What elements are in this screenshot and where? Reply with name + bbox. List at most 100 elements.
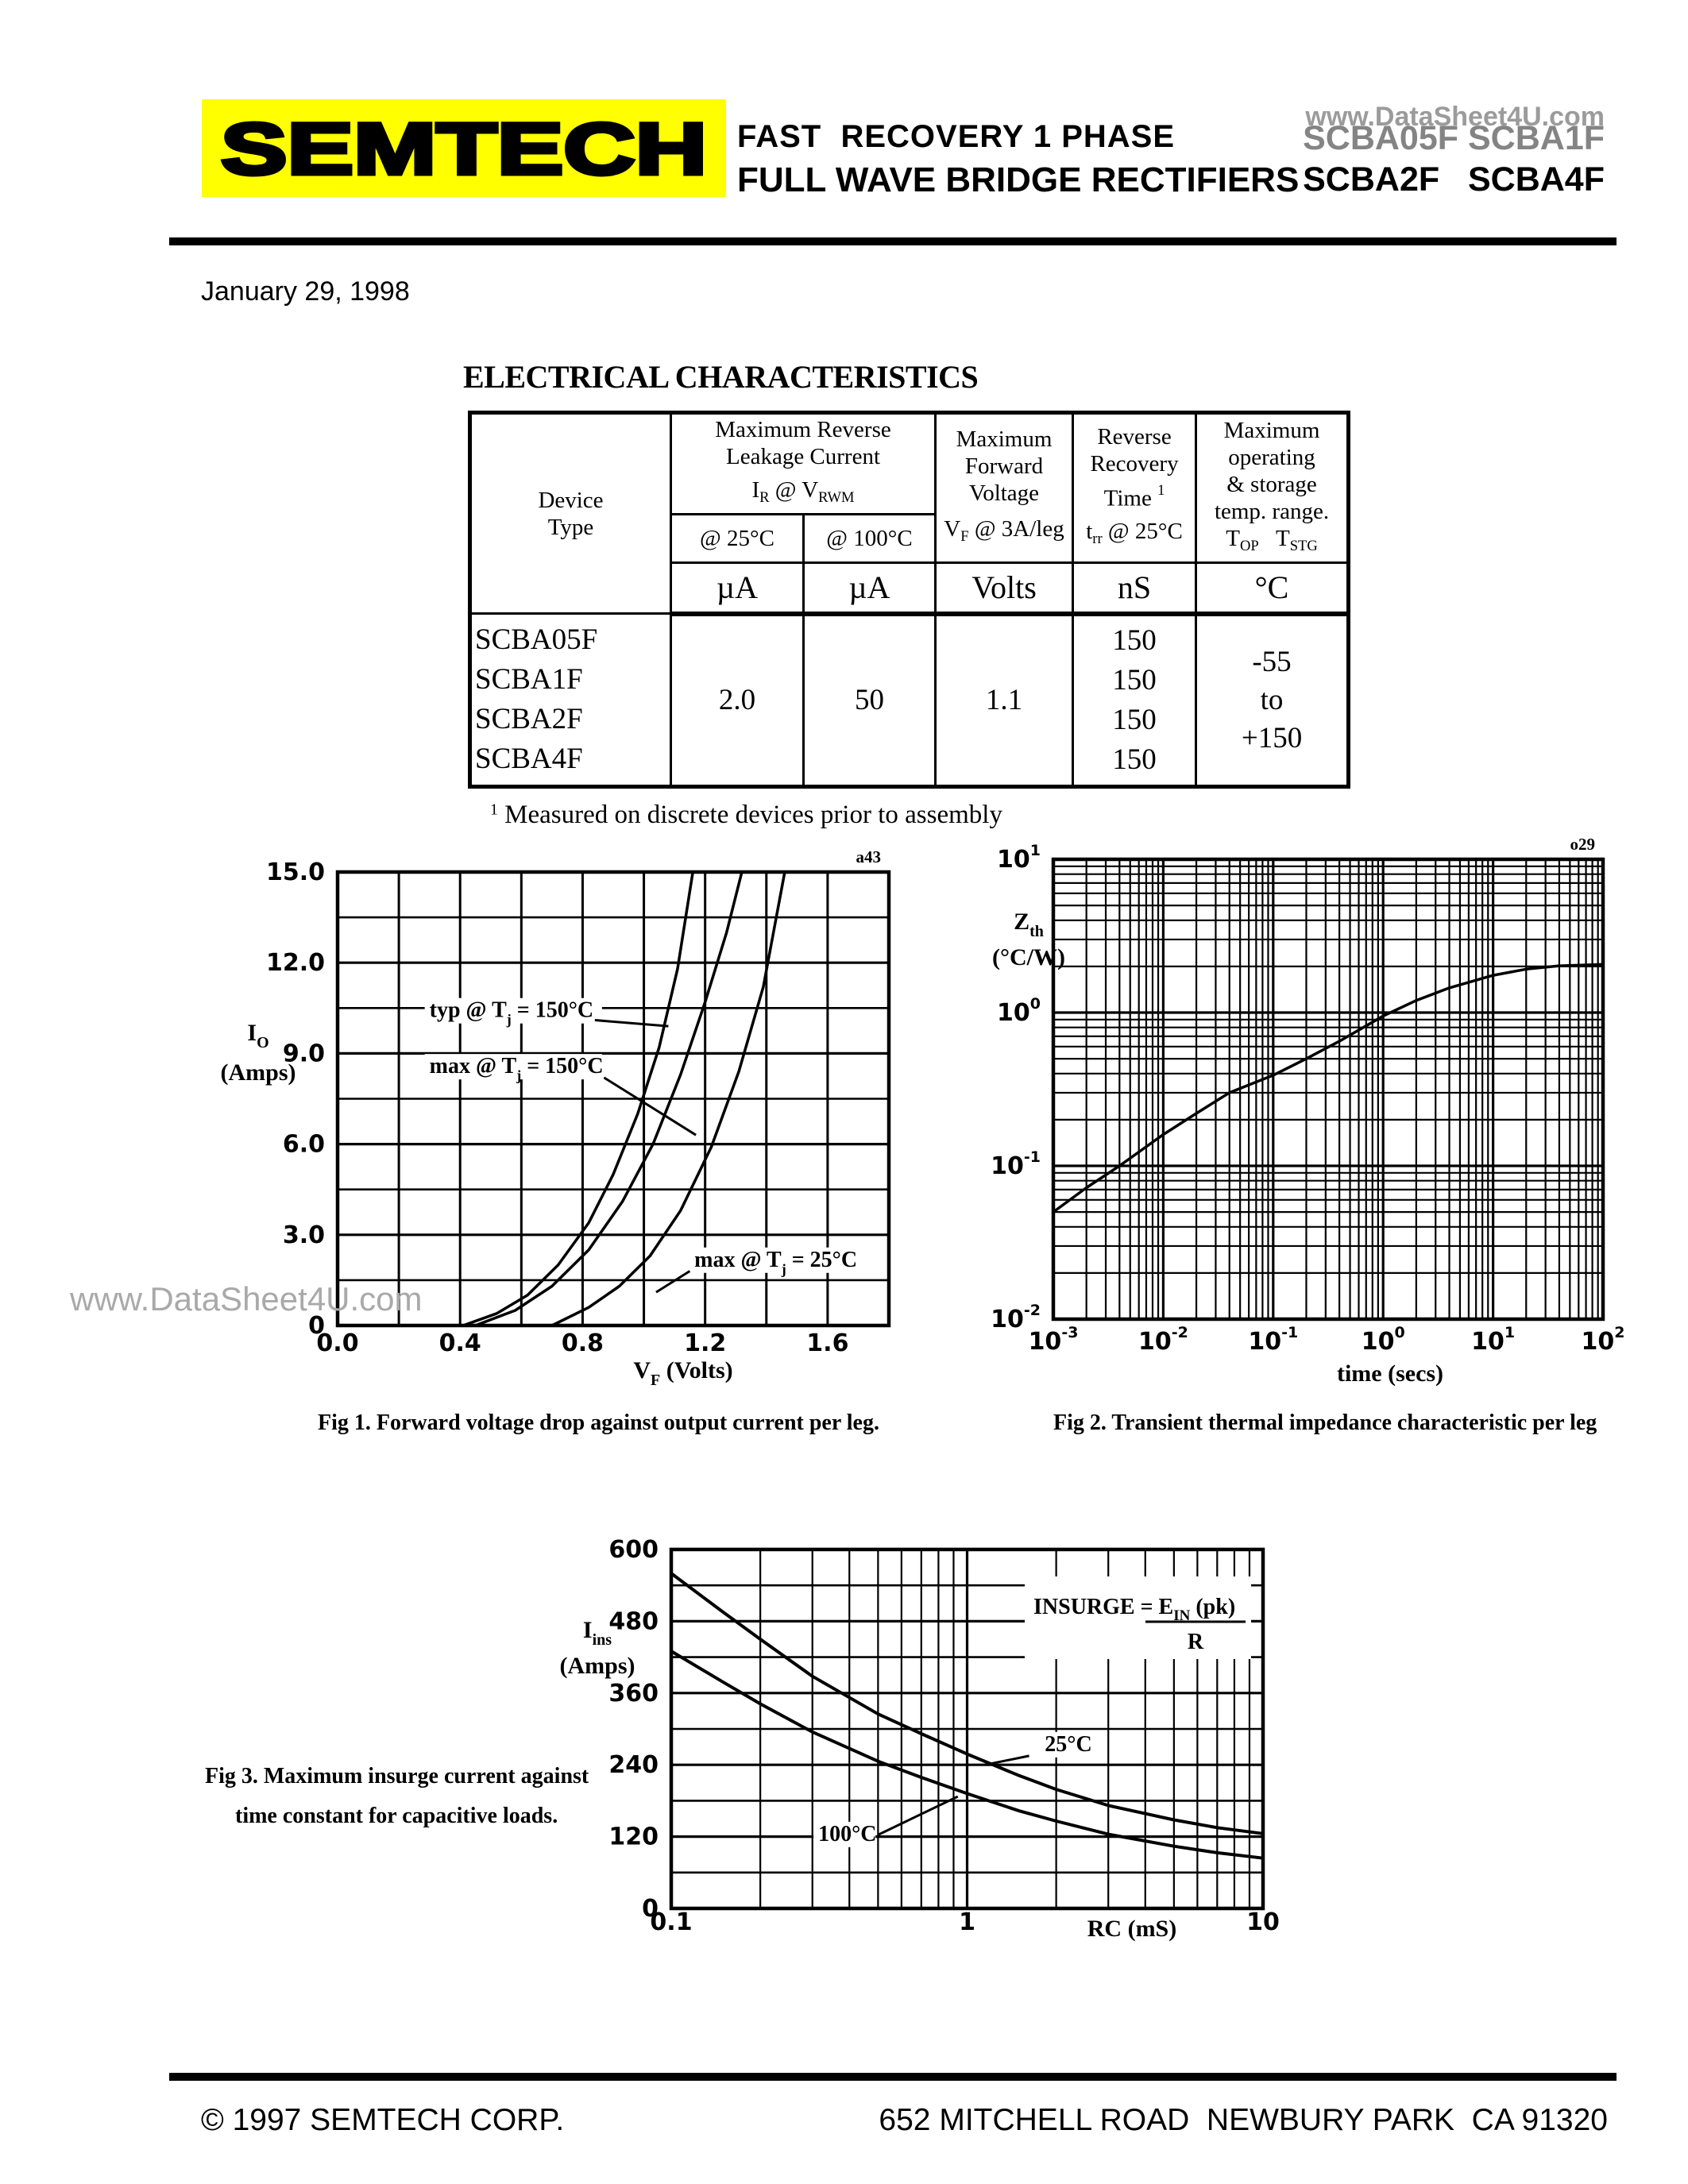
svg-text:0.8: 0.8: [562, 1329, 604, 1357]
semtech-logo: SEMTECH: [202, 99, 726, 197]
svg-text:0.4: 0.4: [439, 1329, 481, 1357]
fig3-caption-line1: Fig 3. Maximum insurge current against: [205, 1764, 589, 1788]
electrical-characteristics-table: Device Type Maximum Reverse Leakage Curr…: [468, 411, 1351, 789]
forward-voltage-symbol: VF @ 3A/leg: [944, 516, 1064, 546]
svg-text:600: 600: [608, 1536, 659, 1564]
fig3-caption-line2: time constant for capacitive loads.: [235, 1804, 558, 1828]
svg-text:(Amps): (Amps): [221, 1059, 296, 1086]
semtech-logo-art: SEMTECH: [219, 107, 709, 192]
temp-range-header: Maximum operating & storage temp. range.…: [1195, 411, 1350, 565]
fig2-thermal-impedance-chart: 10-3 10-2 10-1 100 101 10210-210-1100101Zth(°…: [991, 835, 1625, 1387]
svg-text:time (secs): time (secs): [1337, 1360, 1443, 1387]
svg-text:100: 100: [1362, 1324, 1405, 1356]
svg-text:15.0: 15.0: [266, 859, 325, 886]
svg-text:a43: a43: [856, 847, 882, 866]
fig2-caption: Fig 2. Transient thermal impedance chara…: [1053, 1410, 1597, 1435]
svg-text:10-2: 10-2: [1138, 1324, 1188, 1356]
svg-text:360: 360: [608, 1680, 659, 1707]
temp-range-value-cell: -55 to +150: [1195, 612, 1350, 789]
svg-text:o29: o29: [1570, 835, 1596, 854]
forward-voltage-header-lines: Maximum Forward Voltage: [956, 426, 1053, 506]
leakage-header-line1: Maximum Reverse: [715, 417, 891, 442]
svg-text:6.0: 6.0: [283, 1131, 325, 1159]
footer-address: 652 MITCHELL ROAD NEWBURY PARK CA 91320: [879, 2103, 1608, 2137]
device-header-line1: Device: [538, 487, 604, 513]
unit-leakage-100: µA: [802, 561, 937, 616]
svg-text:3.0: 3.0: [283, 1221, 325, 1249]
forward-voltage-header: Maximum Forward Voltage VF @ 3A/leg: [934, 411, 1075, 565]
watermark-side: www.DataSheet4U.com: [70, 1280, 423, 1318]
svg-text:0: 0: [642, 1895, 659, 1923]
svg-text:IO: IO: [247, 1020, 268, 1051]
svg-text:10: 10: [1246, 1908, 1280, 1936]
svg-text:102: 102: [1582, 1324, 1625, 1356]
svg-text:RC (mS): RC (mS): [1087, 1916, 1177, 1942]
ir-25c-value: 2.0: [670, 612, 805, 789]
header-title-line1: FAST RECOVERY 1 PHASE: [737, 119, 1176, 154]
svg-text:Zth: Zth: [1014, 909, 1044, 940]
vf-value: 1.1: [934, 612, 1075, 789]
svg-text:0: 0: [308, 1312, 325, 1340]
fig3-caption: Fig 3. Maximum insurge current against t…: [205, 1757, 589, 1836]
svg-text:1.6: 1.6: [806, 1329, 848, 1357]
fig1-forward-voltage-chart: typ @ Tj = 150°C max @ Tj = 150°C max @ Tj…: [221, 847, 891, 1389]
header-title-line2: FULL WAVE BRIDGE RECTIFIERS: [737, 160, 1300, 199]
svg-text:max @ Tj = 25°C: max @ Tj = 25°C: [694, 1248, 857, 1277]
reverse-recovery-header: Reverse Recovery Time 1 trr @ 25°C: [1072, 411, 1198, 565]
svg-text:typ @ Tj = 150°C: typ @ Tj = 150°C: [430, 998, 594, 1028]
header-divider-rule: [169, 237, 1617, 245]
header-part-numbers-line2: SCBA2F SCBA4F: [1303, 160, 1605, 199]
svg-text:max @ Tj = 150°C: max @ Tj = 150°C: [430, 1054, 604, 1083]
leakage-header: Maximum Reverse Leakage Current IR @ VRW…: [669, 411, 937, 516]
svg-text:10-1: 10-1: [991, 1148, 1041, 1180]
footer-divider-rule: [169, 2073, 1617, 2081]
ir-100c-value: 50: [802, 612, 937, 789]
leakage-25c-subheader: @ 25°C: [670, 513, 805, 565]
svg-text:12.0: 12.0: [266, 949, 325, 977]
semtech-logo-text: SEMTECH: [221, 109, 707, 190]
svg-text:1: 1: [959, 1908, 975, 1936]
svg-text:100°C: 100°C: [818, 1822, 876, 1846]
svg-text:10-3: 10-3: [1029, 1324, 1079, 1356]
temp-range-symbol: TOP TSTG: [1226, 525, 1318, 554]
header-part-numbers-line1: SCBA05F SCBA1F: [1303, 119, 1605, 157]
device-list-cell: SCBA05F SCBA1F SCBA2F SCBA4F: [469, 612, 672, 789]
svg-text:1.2: 1.2: [684, 1329, 726, 1357]
unit-leakage-25: µA: [670, 561, 805, 616]
fig1-caption: Fig 1. Forward voltage drop against outp…: [318, 1410, 879, 1435]
svg-text:VF (Volts): VF (Volts): [633, 1357, 732, 1389]
device-type-header: Device Type: [469, 411, 672, 615]
reverse-recovery-header-lines: Reverse Recovery Time 1: [1090, 424, 1179, 511]
svg-text:Iins: Iins: [583, 1617, 612, 1649]
device-header-line2: Type: [547, 514, 594, 540]
table-footnote: 1 Measured on discrete devices prior to …: [490, 801, 1002, 829]
footer-copyright: © 1997 SEMTECH CORP.: [201, 2103, 565, 2137]
svg-text:0.0: 0.0: [316, 1329, 358, 1357]
unit-temperature: °C: [1195, 561, 1350, 616]
unit-recovery-time: nS: [1072, 561, 1198, 616]
leakage-100c-subheader: @ 100°C: [802, 513, 937, 565]
unit-forward-voltage: Volts: [934, 561, 1075, 616]
svg-text:101: 101: [997, 842, 1041, 874]
svg-text:100: 100: [997, 995, 1041, 1027]
svg-text:10-1: 10-1: [1248, 1324, 1298, 1356]
date-label: January 29, 1998: [201, 276, 410, 307]
svg-text:0.1: 0.1: [650, 1908, 692, 1936]
watermark-top: www.DataSheet4U.com: [1305, 102, 1605, 132]
svg-text:101: 101: [1471, 1324, 1515, 1356]
svg-text:(°C/W): (°C/W): [992, 944, 1065, 970]
svg-text:9.0: 9.0: [283, 1040, 325, 1067]
fig3-insurge-current-chart: INSURGE = EIN (pk) R 25°C 100°C 0.1 1 10 600 480…: [560, 1536, 1280, 1942]
leakage-header-line2: Leakage Current: [725, 444, 881, 469]
svg-text:R: R: [1188, 1630, 1204, 1654]
section-title: ELECTRICAL CHARACTERISTICS: [463, 359, 979, 395]
leakage-symbol: IR @ VRWM: [751, 477, 855, 507]
svg-text:120: 120: [608, 1823, 659, 1851]
reverse-recovery-symbol: trr @ 25°C: [1086, 518, 1183, 547]
svg-text:480: 480: [608, 1607, 659, 1635]
svg-text:(Amps): (Amps): [560, 1653, 635, 1679]
trr-values-cell: 150 150 150 150: [1072, 612, 1198, 789]
svg-text:INSURGE = EIN (pk): INSURGE = EIN (pk): [1033, 1595, 1235, 1624]
svg-text:240: 240: [608, 1751, 659, 1779]
